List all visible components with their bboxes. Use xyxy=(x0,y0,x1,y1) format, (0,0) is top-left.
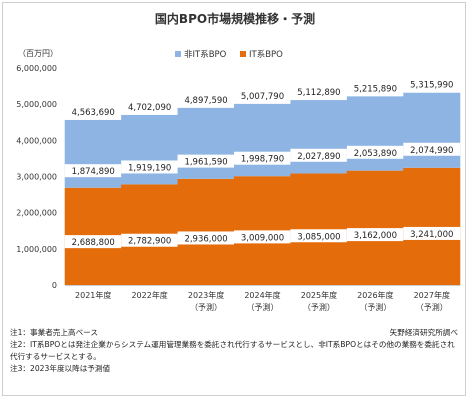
footnotes: 注1：事業者売上高ベース 注2：IT系BPOとは発注企業からシステム運用管理業務… xyxy=(10,327,460,375)
y-axis-unit-label: （百万円） xyxy=(18,49,58,58)
data-label-total: 4,897,590 xyxy=(184,96,227,106)
bars: 2,688,800 1,874,890 4,563,690 2,782,900 1,91… xyxy=(64,81,461,285)
data-label-it-bpo: 2,688,800 xyxy=(72,238,115,248)
data-label-total: 4,702,090 xyxy=(128,103,171,113)
x-tick-label: 2021年度 xyxy=(75,290,111,300)
data-label-non-it-bpo: 2,027,890 xyxy=(297,152,340,162)
legend: 非IT系BPO IT系BPO xyxy=(175,49,283,60)
non-it-label-band xyxy=(290,148,348,162)
legend-swatch xyxy=(175,51,181,57)
y-tick-label: 1,000,000 xyxy=(16,245,57,254)
non-it-label-band xyxy=(346,145,404,159)
footnote-2-continued: 代行するサービスとする。 xyxy=(10,352,101,361)
x-tick-label: 2026年度 xyxy=(357,290,393,300)
non-it-label-band xyxy=(121,160,179,174)
data-label-non-it-bpo: 1,874,890 xyxy=(72,167,115,177)
bar-non-it-bpo xyxy=(346,96,404,171)
data-label-non-it-bpo: 1,998,790 xyxy=(241,155,284,165)
non-it-label-band xyxy=(403,142,461,156)
bar-chart: （百万円） 非IT系BPO IT系BPO 0 1,000,000 2,000,000 3… xyxy=(16,49,461,312)
bar-non-it-bpo xyxy=(177,107,235,179)
bar-non-it-bpo xyxy=(403,92,461,168)
footnote-3: 注3：2023年度以降は予測値 xyxy=(10,364,111,373)
it-label-band xyxy=(403,226,461,240)
chart-frame xyxy=(2,2,466,396)
non-it-label-band xyxy=(234,151,291,165)
it-label-band xyxy=(64,235,122,249)
data-label-it-bpo: 2,936,000 xyxy=(184,234,227,244)
y-tick-label: 0 xyxy=(52,281,57,290)
data-label-non-it-bpo: 2,053,890 xyxy=(354,149,397,159)
data-label-it-bpo: 2,782,900 xyxy=(128,237,171,247)
x-tick-label: 2022年度 xyxy=(131,290,167,300)
data-label-non-it-bpo: 1,961,590 xyxy=(184,158,227,168)
bar-it-bpo xyxy=(346,170,404,285)
x-tick-label: （予測） xyxy=(247,302,279,312)
x-tick-label: （予測） xyxy=(190,302,222,312)
footnote-2: 注2：IT系BPOとは発注企業からシステム運用管理業務を委託され代行するサービス… xyxy=(10,340,455,349)
x-tick-label: 2024年度 xyxy=(244,290,280,300)
data-label-non-it-bpo: 1,919,190 xyxy=(128,163,171,173)
data-label-it-bpo: 3,241,000 xyxy=(410,230,453,240)
y-tick-label: 4,000,000 xyxy=(16,136,57,145)
non-it-label-band xyxy=(64,164,122,178)
data-label-total: 4,563,690 xyxy=(72,108,115,118)
x-tick-label: 2023年度 xyxy=(188,290,224,300)
it-label-band xyxy=(177,231,235,245)
legend-label: IT系BPO xyxy=(249,49,283,60)
x-tick-label: 2025年度 xyxy=(301,290,337,300)
x-tick-label: （予測） xyxy=(416,302,448,312)
data-label-non-it-bpo: 2,074,990 xyxy=(410,146,453,156)
data-label-it-bpo: 3,085,000 xyxy=(297,232,340,242)
x-tick-label: （予測） xyxy=(359,302,391,312)
bar-non-it-bpo xyxy=(64,119,122,188)
x-tick-label: 2027年度 xyxy=(414,290,450,300)
bar-it-bpo xyxy=(403,167,461,285)
y-tick-label: 5,000,000 xyxy=(16,100,57,109)
it-label-band xyxy=(121,233,179,247)
y-tick-label: 2,000,000 xyxy=(16,209,57,218)
page-title: 国内BPO市場規模推移・予測 xyxy=(154,12,316,26)
legend-label: 非IT系BPO xyxy=(184,49,227,60)
data-label-it-bpo: 3,162,000 xyxy=(354,231,397,241)
y-tick-label: 3,000,000 xyxy=(16,173,57,182)
x-tick-label: （予測） xyxy=(303,302,335,312)
footnote-1: 注1：事業者売上高ベース xyxy=(10,328,98,337)
y-tick-label: 6,000,000 xyxy=(16,64,57,73)
bar-non-it-bpo xyxy=(290,100,348,174)
it-label-band xyxy=(234,230,291,244)
bar-it-bpo xyxy=(290,173,348,285)
it-label-band xyxy=(290,229,348,243)
data-label-it-bpo: 3,009,000 xyxy=(241,233,284,243)
non-it-label-band xyxy=(177,154,235,168)
data-label-total: 5,112,890 xyxy=(297,88,340,98)
source-credit: 矢野経済研究所調べ xyxy=(389,328,458,337)
x-axis: 2021年度 2022年度 2023年度 （予測） 2024年度 （予測） 2025年度 （予… xyxy=(75,290,450,312)
legend-swatch xyxy=(240,51,246,57)
bar-non-it-bpo xyxy=(121,114,179,185)
data-label-total: 5,007,790 xyxy=(241,92,284,102)
data-label-total: 5,315,990 xyxy=(410,81,453,91)
bar-non-it-bpo xyxy=(234,103,291,177)
data-label-total: 5,215,890 xyxy=(354,84,397,94)
it-label-band xyxy=(346,228,404,242)
